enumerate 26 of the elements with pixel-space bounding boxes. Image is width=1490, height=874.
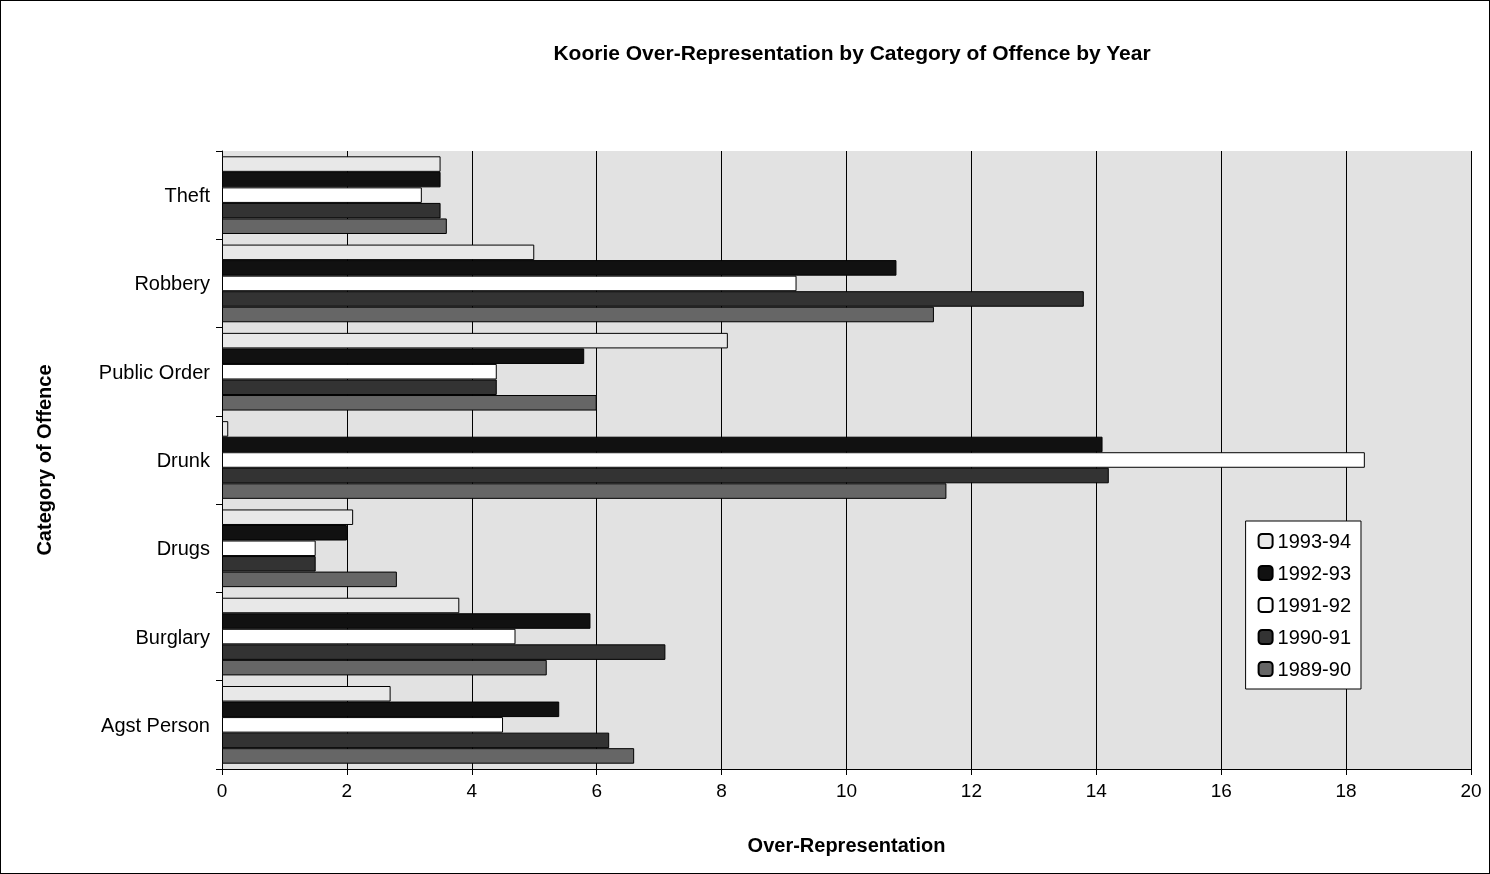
x-tick-label: 18 [1335, 780, 1357, 801]
y-tick-label: Agst Person [101, 713, 210, 736]
legend-label: 1993-94 [1277, 530, 1352, 552]
x-tick-label: 16 [1210, 780, 1232, 801]
legend-label: 1989-90 [1277, 658, 1352, 680]
legend-label: 1992-93 [1277, 562, 1352, 584]
x-tick-label: 12 [960, 780, 982, 801]
x-axis-title: Over-Representation [747, 834, 946, 856]
legend-label: 1991-92 [1277, 594, 1352, 616]
y-tick-label: Drugs [156, 537, 210, 560]
legend-label: 1990-91 [1277, 626, 1352, 648]
x-tick-label: 4 [466, 780, 478, 801]
x-tick-label: 0 [216, 780, 228, 801]
x-tick-label: 14 [1085, 780, 1108, 801]
x-tick-label: 8 [716, 780, 727, 801]
x-tick-label: 20 [1460, 780, 1482, 801]
chart-title: Koorie Over-Representation by Category of Offence by Year [553, 41, 1151, 64]
y-axis-title: Category of Offence [33, 364, 55, 556]
x-tick-label: 10 [835, 780, 858, 801]
y-tick-label: Theft [164, 184, 211, 207]
x-tick-label: 6 [591, 780, 602, 801]
y-tick-label: Public Order [98, 360, 211, 383]
x-tick-label: 2 [341, 780, 353, 801]
y-tick-label: Burglary [135, 625, 210, 648]
y-tick-label: Robbery [134, 272, 210, 295]
y-tick-label: Drunk [156, 449, 211, 471]
